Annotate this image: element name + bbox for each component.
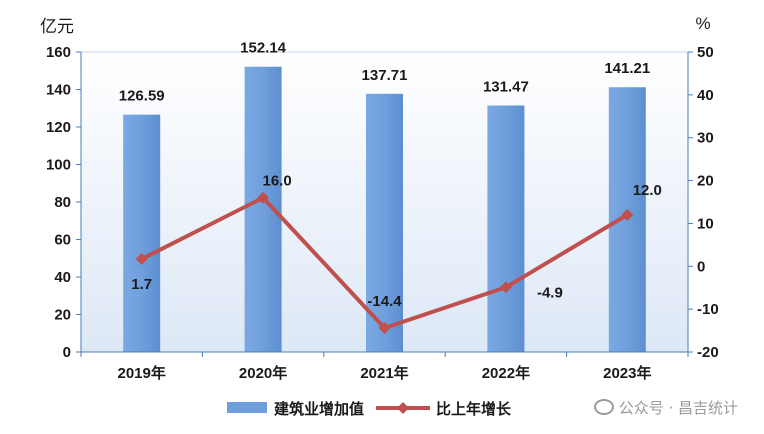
line-value-label: 12.0 [633, 182, 662, 199]
right-tick-label: 30 [697, 130, 714, 147]
watermark: 公众号 · 昌吉统计 [593, 397, 738, 418]
bar-value-label: 152.14 [240, 40, 287, 57]
right-tick-label: -20 [697, 344, 719, 361]
legend-line-marker [397, 402, 409, 414]
left-tick-label: 20 [54, 307, 71, 324]
line-value-label: 1.7 [131, 276, 152, 293]
right-tick-label: 40 [697, 87, 714, 104]
left-tick-label: 100 [46, 157, 71, 174]
bar-value-label: 131.47 [483, 78, 529, 95]
left-tick-label: 60 [54, 232, 71, 249]
legend-bar-swatch [227, 402, 267, 413]
left-tick-label: 40 [54, 269, 71, 286]
x-tick-label: 2020年 [239, 364, 287, 382]
right-tick-label: 50 [697, 44, 714, 61]
legend-bar-label: 建筑业增加值 [274, 400, 364, 418]
left-tick-label: 80 [54, 194, 71, 211]
x-tick-label: 2023年 [603, 364, 651, 382]
bar-value-label: 137.71 [362, 67, 408, 84]
line-point-marker [621, 208, 634, 221]
bar [487, 105, 525, 353]
line-value-label: 16.0 [262, 173, 291, 190]
right-axis-unit: % [695, 14, 710, 33]
line-value-label: -14.4 [367, 293, 402, 310]
bar-value-label: 141.21 [604, 60, 650, 77]
line-value-label: -4.9 [537, 284, 563, 301]
x-tick-label: 2022年 [482, 364, 530, 382]
wechat-icon [593, 399, 614, 415]
legend-line-label: 比上年增长 [436, 400, 512, 418]
left-tick-label: 0 [63, 344, 71, 361]
x-tick-label: 2019年 [118, 364, 166, 382]
line-point-marker [499, 281, 512, 294]
bar [123, 114, 161, 352]
x-tick-label: 2021年 [360, 364, 408, 382]
right-tick-label: 0 [697, 258, 705, 275]
line-point-marker [378, 322, 391, 334]
line-point-marker [257, 191, 270, 204]
right-tick-label: -10 [697, 301, 719, 318]
watermark-text: 公众号 · 昌吉统计 [618, 399, 738, 417]
left-axis-unit: 亿元 [40, 17, 74, 36]
right-tick-label: 20 [697, 173, 714, 190]
bar-value-label: 126.59 [119, 88, 165, 105]
left-tick-label: 160 [46, 44, 71, 61]
bar [366, 93, 403, 352]
left-tick-label: 140 [46, 82, 71, 99]
line-point-marker [135, 253, 148, 265]
left-tick-label: 120 [46, 119, 71, 136]
right-tick-label: 10 [697, 215, 714, 232]
